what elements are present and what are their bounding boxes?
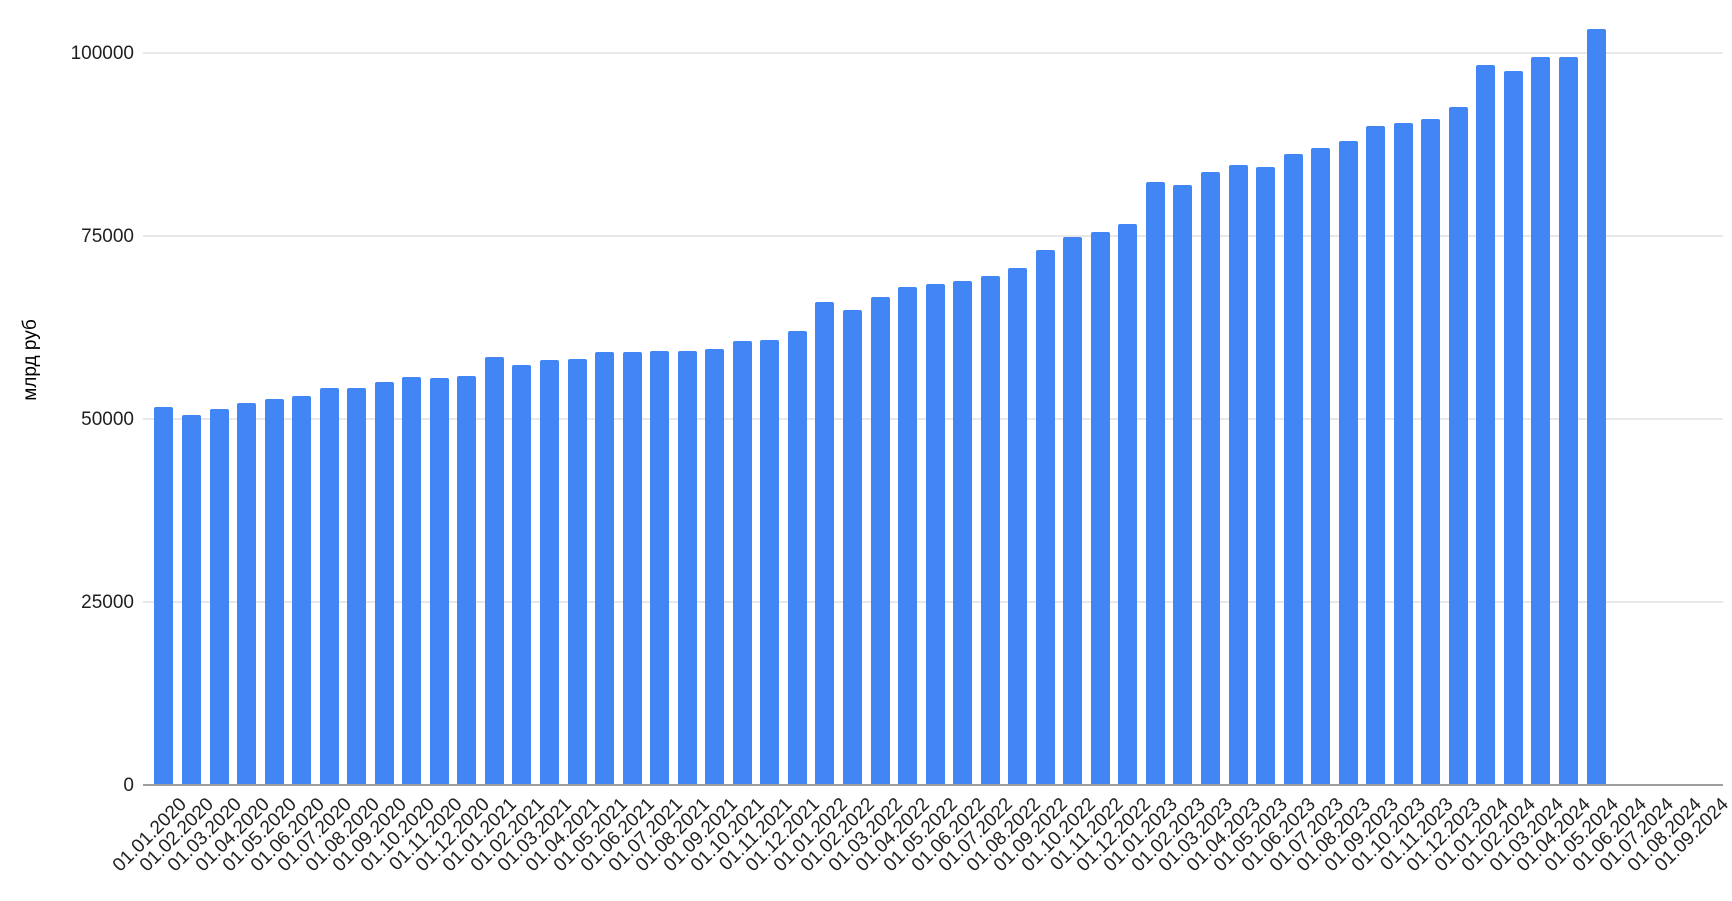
bar-01.08.2020[interactable] (347, 387, 367, 785)
bar-01.04.2020[interactable] (237, 402, 257, 785)
bar-01.02.2021[interactable] (512, 364, 532, 785)
bar-01.03.2024[interactable] (1531, 57, 1551, 785)
bar-01.09.2023[interactable] (1366, 126, 1386, 785)
bar-01.06.2021[interactable] (622, 352, 642, 785)
bar-01.02.2020[interactable] (182, 415, 201, 785)
bar-01.01.2024[interactable] (1476, 65, 1496, 785)
bar-01.08.2023[interactable] (1338, 140, 1358, 785)
bar-01.04.2022[interactable] (898, 286, 918, 785)
bar-01.07.2020[interactable] (319, 388, 339, 785)
bar-01.03.2020[interactable] (209, 408, 229, 785)
x-axis-line (143, 784, 1723, 786)
y-tick-label: 25000 (81, 592, 134, 613)
bar-01.09.2021[interactable] (705, 349, 725, 785)
bar-01.01.2020[interactable] (154, 407, 174, 785)
bar-01.10.2021[interactable] (732, 341, 752, 785)
bar-01.08.2022[interactable] (1008, 268, 1028, 785)
bar-01.05.2024[interactable] (1586, 28, 1606, 785)
bar-01.02.2024[interactable] (1503, 70, 1523, 785)
bar-01.11.2021[interactable] (760, 339, 780, 785)
bar-01.08.2021[interactable] (677, 350, 697, 785)
y-axis-title: млрд руб (20, 319, 41, 401)
y-tick-label: 0 (123, 775, 134, 796)
bar-01.12.2023[interactable] (1448, 107, 1468, 785)
bar-01.12.2020[interactable] (457, 375, 477, 785)
bar-01.04.2021[interactable] (567, 358, 587, 785)
bar-01.01.2022[interactable] (815, 301, 835, 785)
bar-01.01.2021[interactable] (484, 356, 504, 785)
gridline (143, 52, 1723, 54)
bar-01.06.2023[interactable] (1283, 154, 1303, 785)
bar-01.05.2021[interactable] (595, 351, 615, 785)
bar-01.01.2023[interactable] (1145, 181, 1165, 785)
bar-01.11.2022[interactable] (1090, 232, 1110, 785)
bar-01.03.2021[interactable] (540, 360, 560, 785)
bar-01.04.2023[interactable] (1228, 164, 1248, 785)
bar-01.05.2023[interactable] (1256, 167, 1276, 785)
bar-01.10.2023[interactable] (1393, 122, 1413, 785)
bar-01.10.2020[interactable] (402, 377, 422, 785)
bar-01.09.2020[interactable] (374, 381, 394, 785)
bar-01.04.2024[interactable] (1559, 57, 1578, 785)
bar-01.05.2022[interactable] (925, 284, 945, 785)
bar-01.05.2020[interactable] (264, 398, 284, 785)
bar-01.06.2020[interactable] (292, 396, 312, 785)
bar-01.12.2022[interactable] (1118, 223, 1138, 785)
bar-01.02.2022[interactable] (842, 309, 862, 785)
bar-01.07.2021[interactable] (650, 350, 670, 785)
bar-01.03.2022[interactable] (870, 297, 890, 785)
bar-01.07.2023[interactable] (1311, 148, 1331, 785)
y-tick-label: 75000 (81, 226, 134, 247)
y-tick-label: 100000 (70, 43, 134, 64)
gridline (143, 235, 1723, 237)
bar-01.07.2022[interactable] (980, 276, 1000, 785)
bar-01.09.2022[interactable] (1035, 249, 1055, 785)
bar-01.11.2023[interactable] (1421, 118, 1441, 785)
bar-01.10.2022[interactable] (1063, 237, 1083, 785)
y-tick-label: 50000 (81, 409, 134, 430)
bar-01.03.2023[interactable] (1200, 171, 1220, 785)
bar-01.06.2022[interactable] (953, 281, 973, 785)
bar-01.12.2021[interactable] (787, 331, 807, 785)
bar-01.02.2023[interactable] (1173, 184, 1193, 785)
bar-01.11.2020[interactable] (429, 378, 449, 785)
